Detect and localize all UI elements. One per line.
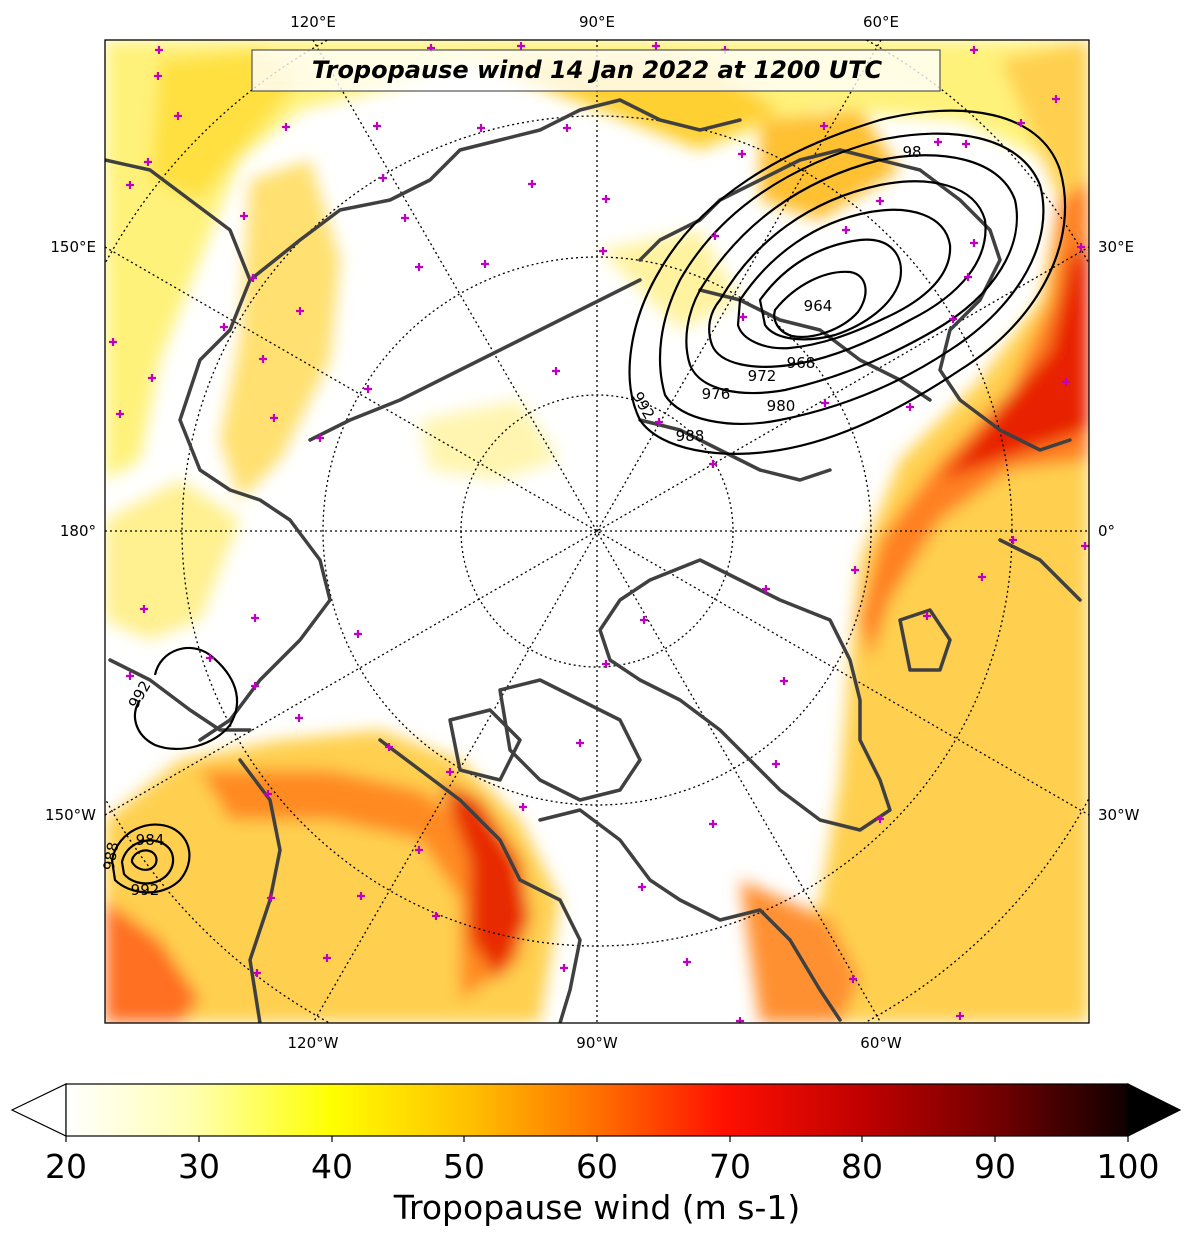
lon-label-top: 120°E [290,13,336,31]
lon-label-bottom: 90°W [576,1034,618,1052]
contour-label: 984 [136,831,165,849]
colorbar-tick-label: 40 [311,1147,353,1186]
graticule [105,40,1089,1023]
lon-label-left: 150°E [50,238,96,256]
lon-label-bottom: 120°W [288,1034,339,1052]
map-title: Tropopause wind 14 Jan 2022 at 1200 UTC [312,56,883,84]
colorbar: 20 30 40 50 60 70 80 90 100 Tropopause w… [10,1083,1182,1227]
contour-label: 992 [131,881,160,899]
lon-label-left: 150°W [45,806,96,824]
contour-label: 988 [676,427,705,445]
title-box: Tropopause wind 14 Jan 2022 at 1200 UTC [251,49,941,92]
longitude-labels: 120°E 90°E 60°E 120°W 90°W 60°W 150°E 18… [45,13,1140,1052]
lon-label-right: 30°E [1098,238,1134,256]
colorbar-tick-label: 60 [576,1147,618,1186]
station-markers [109,42,1089,1023]
lon-label-top: 90°E [579,13,615,31]
lon-label-right: 0° [1098,522,1115,540]
contour-label: 964 [804,297,833,315]
colorbar-tick-label: 80 [841,1147,883,1186]
colorbar-extend-min [10,1083,67,1137]
colorbar-tick-label: 20 [45,1147,87,1186]
colorbar-label: Tropopause wind (m s-1) [393,1188,801,1227]
colorbar-tick-label: 90 [974,1147,1016,1186]
colorbar-body [65,1083,1129,1137]
map-frame [104,39,1090,1024]
colorbar-tick-label: 30 [178,1147,220,1186]
lon-label-bottom: 60°W [860,1034,902,1052]
contour-label: 972 [748,367,777,385]
colorbar-tick-label: 70 [709,1147,751,1186]
colorbar-tick-marks [65,1136,1129,1142]
colorbar-extend-max [1127,1083,1182,1137]
contour-label: 968 [787,354,816,372]
contour-label: 976 [702,385,731,403]
lon-label-right: 30°W [1098,806,1140,824]
contour-label: 98 [902,143,921,161]
lon-label-left: 180° [60,522,96,540]
pressure-contour-labels: 98 964 968 972 976 980 992 988 992 988 9… [100,143,922,899]
lon-label-top: 60°E [863,13,899,31]
pressure-contours [110,109,1067,894]
colorbar-tick-label: 50 [443,1147,485,1186]
contour-label: 980 [767,397,796,415]
colorbar-tick-label: 100 [1097,1147,1160,1186]
